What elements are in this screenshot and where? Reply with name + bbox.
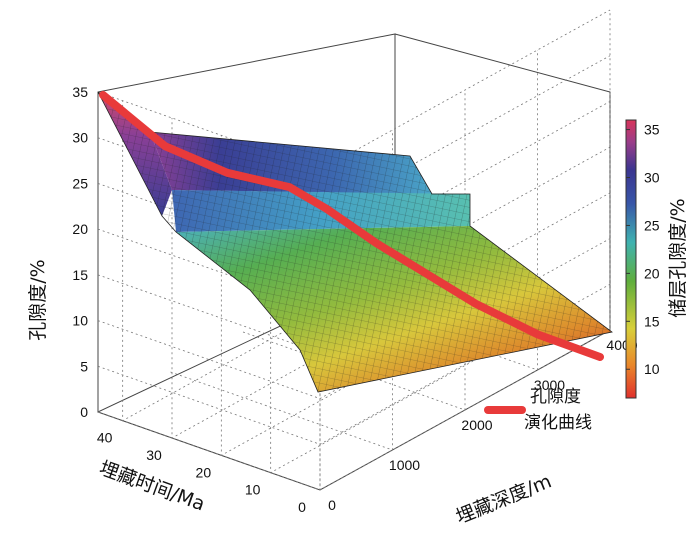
z-tick-label: 30 [72,130,88,146]
legend: 孔隙度 演化曲线 [484,387,592,433]
colorbar-label: 储层孔隙度/% [667,198,689,317]
colorbar: 10 15 20 25 30 35 储层孔隙度/% [625,119,689,399]
colorbar-gradient [625,119,637,399]
colorbar-ticks: 10 15 20 25 30 35 [626,122,660,377]
colorbar-tick-label: 25 [644,217,660,233]
colorbar-tick-label: 35 [644,122,660,138]
porosity-surface [97,91,613,393]
z-tick-label: 25 [72,175,88,191]
y-tick-label: 20 [196,464,212,480]
y-tick-label: 40 [97,430,113,446]
z-tick-label: 35 [72,84,88,100]
porosity-evolution-curve [99,91,604,361]
legend-label-line2: 演化曲线 [524,413,592,433]
x-tick-label: 0 [328,497,336,513]
colorbar-tick-label: 20 [644,265,660,281]
x-tick-label: 3000 [534,377,565,393]
z-tick-label: 10 [72,313,88,329]
y-tick-label: 10 [245,482,261,498]
z-tick-label: 15 [72,267,88,283]
z-tick-label: 0 [80,404,88,420]
y-axis-ticks: 0 10 20 30 40 [97,430,306,515]
colorbar-tick-label: 15 [644,313,660,329]
legend-label-line1: 孔隙度 [530,387,581,407]
z-tick-label: 20 [72,221,88,237]
z-tick-label: 5 [80,358,88,374]
x-tick-label: 1000 [389,457,420,473]
colorbar-tick-label: 30 [644,170,660,186]
y-tick-label: 30 [146,447,162,463]
z-axis-label: 孔隙度/% [27,259,49,340]
z-axis-ticks: 0 5 10 15 20 25 30 35 [72,84,88,420]
y-tick-label: 0 [298,499,306,515]
y-axis-label: 埋藏时间/Ma [96,457,207,515]
x-tick-label: 2000 [461,417,492,433]
x-axis-label: 埋藏深度/m [453,470,555,528]
colorbar-tick-label: 10 [644,361,660,377]
